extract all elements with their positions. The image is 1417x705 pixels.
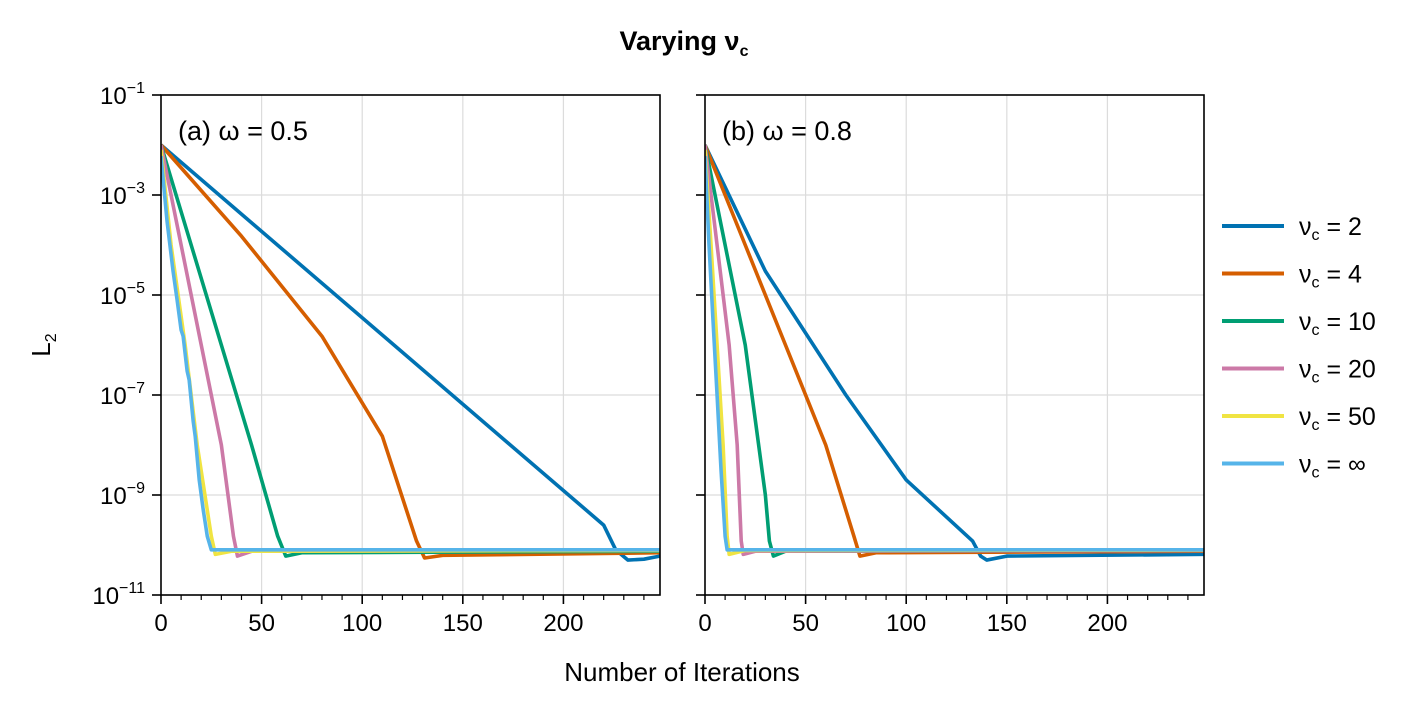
legend-label-6: νc = ∞ bbox=[1299, 451, 1366, 482]
series-line-6 bbox=[161, 155, 660, 552]
series-line-4 bbox=[705, 144, 1204, 557]
panel-a: 0 50 100 150 200 10−1 10−3 10−5 10−7 10−9 10−11 (a)… bbox=[92, 80, 661, 637]
y-tick-label: 10−5 bbox=[100, 280, 145, 310]
legend-label-4: νc = 20 bbox=[1299, 356, 1376, 387]
series-line-2 bbox=[161, 143, 660, 560]
legend-label-2: νc = 4 bbox=[1299, 261, 1362, 292]
legend-label-3: νc = 10 bbox=[1299, 308, 1376, 339]
x-tick-label: 150 bbox=[443, 610, 483, 637]
series-line-2 bbox=[705, 144, 1204, 558]
figure-title: Varying νc bbox=[620, 26, 749, 60]
panel-annotation: (a) ω = 0.5 bbox=[178, 116, 308, 146]
y-tick-label: 10−9 bbox=[100, 480, 145, 510]
x-tick-label: 50 bbox=[248, 610, 275, 637]
x-tick-label: 0 bbox=[698, 610, 711, 637]
series-line-1 bbox=[705, 144, 1204, 562]
x-axis-label: Number of Iterations bbox=[564, 657, 800, 687]
x-tick-label: 200 bbox=[543, 610, 583, 637]
x-tick-label: 100 bbox=[342, 610, 382, 637]
x-tick-label: 0 bbox=[154, 610, 167, 637]
panel-b: 0 50 100 150 200 (b) ω = 0.8 bbox=[696, 94, 1205, 637]
series-line-6 bbox=[705, 156, 1204, 552]
x-tick-label: 50 bbox=[792, 610, 819, 637]
y-axis-label: L2 bbox=[26, 333, 60, 356]
series-line-3 bbox=[161, 144, 660, 558]
x-tick-label: 200 bbox=[1087, 610, 1127, 637]
x-tick-label: 100 bbox=[886, 610, 926, 637]
legend: νc = 2 νc = 4 νc = 10 νc = 20 νc = 50 νc = ∞ bbox=[1222, 213, 1376, 482]
y-tick-label: 10−7 bbox=[100, 380, 145, 410]
x-tick-label: 150 bbox=[987, 610, 1027, 637]
legend-label-1: νc = 2 bbox=[1299, 213, 1362, 244]
series-line-5 bbox=[705, 149, 1204, 557]
y-tick-label: 10−3 bbox=[100, 180, 145, 210]
panel-annotation: (b) ω = 0.8 bbox=[722, 116, 852, 146]
y-tick-label: 10−11 bbox=[92, 580, 145, 610]
legend-label-5: νc = 50 bbox=[1299, 403, 1376, 434]
plot-frame bbox=[160, 94, 661, 596]
y-tick-label: 10−1 bbox=[100, 80, 145, 110]
plot-frame bbox=[704, 94, 1205, 596]
series-line-1 bbox=[161, 143, 660, 562]
